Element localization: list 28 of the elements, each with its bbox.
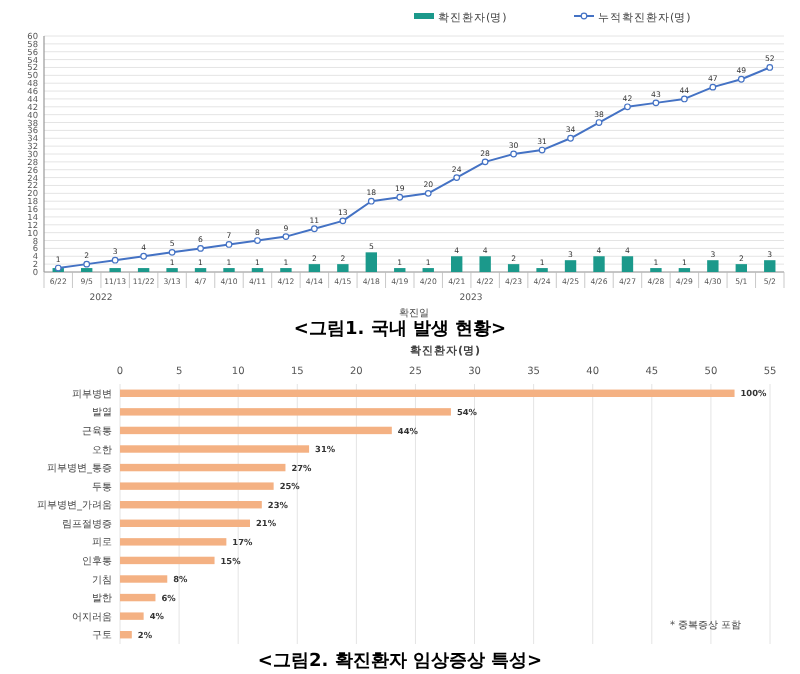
bar [451, 256, 463, 272]
bar [621, 256, 634, 272]
bar [120, 519, 250, 527]
bar [479, 256, 491, 272]
bar [120, 538, 227, 546]
bar [764, 260, 776, 272]
bar [707, 260, 719, 272]
bar [120, 463, 286, 472]
bar [120, 612, 144, 620]
text: <그림1. 국내 발생 현황> [293, 320, 507, 340]
bar [120, 426, 392, 435]
bar [120, 593, 156, 602]
bar [308, 264, 321, 272]
bar [120, 631, 132, 639]
bar [120, 445, 310, 453]
bar [365, 252, 377, 272]
text: <그림2. 확진환자 임상증상 특성> [257, 652, 543, 672]
bar [120, 575, 168, 583]
bar [337, 264, 349, 272]
bar [120, 501, 262, 509]
bar [735, 264, 747, 272]
bar [593, 256, 605, 272]
bar [120, 408, 451, 416]
bar [120, 389, 735, 397]
bar [120, 482, 274, 490]
bar [564, 260, 577, 272]
bar [120, 556, 215, 565]
bar [507, 264, 520, 272]
